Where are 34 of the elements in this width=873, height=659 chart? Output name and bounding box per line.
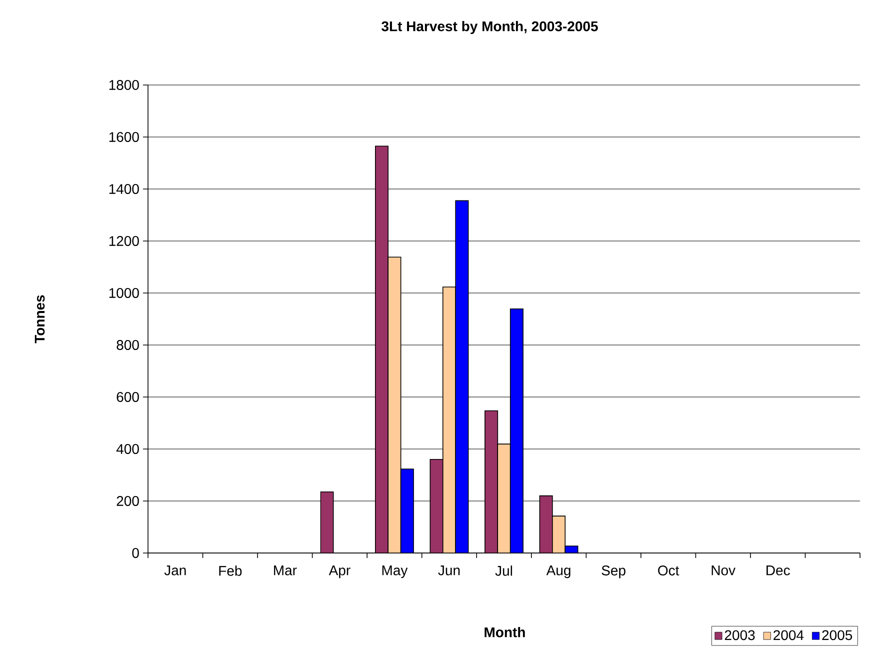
x-tick-label: Mar <box>274 566 297 576</box>
bar <box>498 444 510 553</box>
bar <box>456 200 468 553</box>
x-tick-label: Nov <box>712 566 736 576</box>
bar <box>510 308 524 553</box>
y-tick-label: 1600 <box>109 132 139 142</box>
x-axis-title: Month <box>484 626 525 638</box>
x-tick-label: Jul <box>495 566 512 576</box>
y-tick-label: 200 <box>116 496 139 506</box>
x-tick-label: Sep <box>602 566 626 578</box>
x-tick-label: Apr <box>328 566 350 578</box>
bar <box>400 469 414 553</box>
y-tick-label: 1800 <box>109 80 139 90</box>
y-tick-label: 0 <box>132 548 139 558</box>
legend-label: 2003 <box>724 630 755 640</box>
x-tick-label: Jan <box>164 566 186 576</box>
y-axis-title: Tonnes <box>34 295 45 344</box>
x-tick-label: Oct <box>658 566 680 576</box>
y-tick-label: 1000 <box>109 288 139 298</box>
x-tick-label: May <box>382 566 408 578</box>
x-tick-label: Aug <box>546 566 570 578</box>
x-tick-label: Feb <box>219 566 242 576</box>
legend-label: 2004 <box>774 630 804 640</box>
legend-label: 2005 <box>822 630 852 640</box>
bar <box>388 257 401 553</box>
x-tick-label: Jun <box>438 566 460 576</box>
y-tick-label: 1400 <box>109 184 139 194</box>
bar <box>442 287 456 553</box>
x-tick-label: Dec <box>766 566 790 576</box>
y-tick-label: 1200 <box>109 236 139 246</box>
y-tick-label: 400 <box>116 444 139 454</box>
chart-title: 3Lt Harvest by Month, 2003-2005 <box>382 20 598 34</box>
y-tick-label: 600 <box>116 392 139 402</box>
y-tick-label: 800 <box>116 340 139 350</box>
